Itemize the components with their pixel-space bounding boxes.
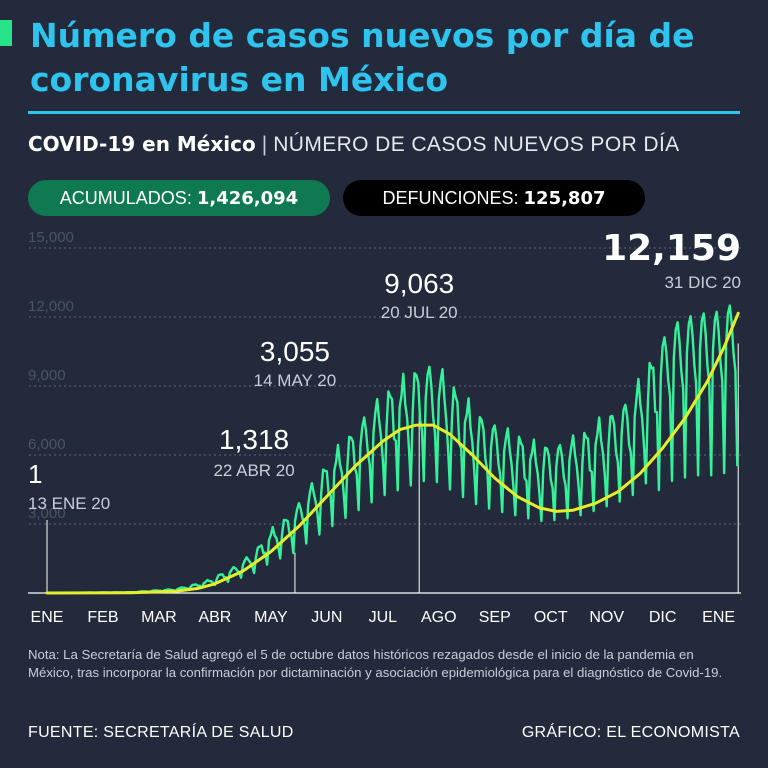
annotation-date: 20 JUL 20 [381, 303, 458, 322]
annotation-date: 22 ABR 20 [213, 461, 294, 480]
annotation-date: 14 MAY 20 [254, 371, 337, 390]
annotation-date: 13 ENE 20 [28, 494, 110, 513]
page-title: Número de casos nuevos por día de corona… [30, 16, 695, 99]
y-tick-label: 6,000 [28, 436, 66, 453]
annotation-value: 12,159 [602, 228, 741, 269]
x-tick-label: JUL [369, 609, 398, 626]
annotation-value: 1 [28, 459, 42, 489]
x-tick-label: ABR [198, 609, 231, 626]
acumulados-label: ACUMULADOS: [59, 188, 192, 208]
x-tick-label: OCT [534, 609, 568, 626]
annotation-value: 3,055 [260, 336, 330, 367]
chart-subtitle: COVID-19 en México | NÚMERO DE CASOS NUEVO… [28, 132, 680, 157]
trend-line [45, 311, 740, 595]
x-tick-label: SEP [479, 609, 511, 626]
defunciones-badge: DEFUNCIONES: 125,807 [343, 180, 645, 216]
defunciones-value: 125,807 [523, 188, 606, 209]
annotation-value: 1,318 [219, 424, 289, 455]
subtitle-light: NÚMERO DE CASOS NUEVOS POR DÍA [273, 133, 680, 156]
source-credit: FUENTE: SECRETARÍA DE SALUD [28, 724, 294, 741]
y-tick-label: 15,000 [28, 229, 74, 246]
x-tick-label: NOV [589, 609, 624, 626]
x-tick-label: DIC [649, 609, 677, 626]
subtitle-strong: COVID-19 en México [28, 132, 256, 156]
daily-cases-line [47, 304, 739, 595]
y-tick-label: 9,000 [28, 367, 66, 384]
y-tick-label: 12,000 [28, 298, 74, 315]
cases-chart: 3,000 6,000 9,000 12,000 15,000 ENE FEB MAR ABR M… [28, 228, 741, 626]
defunciones-label: DEFUNCIONES: [382, 188, 519, 208]
subtitle-separator: | [261, 133, 268, 156]
x-tick-label: ENE [702, 609, 735, 626]
x-tick-label: MAY [254, 609, 288, 626]
x-tick-label: AGO [421, 609, 457, 626]
graphic-credit: GRÁFICO: EL ECONOMISTA [521, 724, 740, 741]
annotation-date: 31 DIC 20 [664, 273, 741, 292]
x-tick-label: FEB [87, 609, 118, 626]
x-tick-label: MAR [141, 609, 177, 626]
y-tick-label: 3,000 [28, 505, 66, 522]
acumulados-value: 1,426,094 [196, 188, 299, 209]
chart-note: Nota: La Secretaría de Salud agregó el 5… [28, 647, 723, 680]
title-divider [28, 111, 740, 114]
x-tick-label: ENE [31, 609, 64, 626]
title-accent-bar [0, 20, 12, 46]
annotation-value: 9,063 [384, 268, 454, 299]
x-tick-label: JUN [311, 609, 342, 626]
acumulados-badge: ACUMULADOS: 1,426,094 [28, 180, 330, 216]
